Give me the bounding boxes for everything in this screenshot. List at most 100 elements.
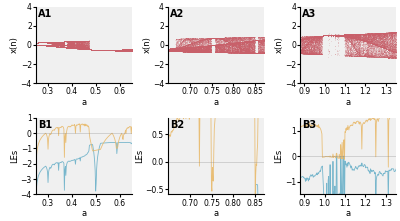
Point (323, 34, 330, 37)
Point (122, 48, 128, 51)
Point (303, 42, 310, 45)
Point (104, 48, 111, 52)
Point (192, 46, 198, 49)
Point (54, 41, 61, 45)
Point (390, 52, 397, 55)
Point (120, 48, 126, 51)
Point (100, 48, 106, 52)
Point (391, 31, 397, 34)
Point (59, 43, 66, 46)
Point (249, 40, 256, 44)
Point (222, 45, 229, 49)
Point (116, 49, 123, 52)
Point (321, 34, 328, 37)
Point (125, 49, 132, 52)
Point (311, 38, 317, 42)
Point (226, 48, 232, 52)
Point (57, 42, 64, 45)
Point (177, 48, 183, 52)
Point (243, 46, 250, 50)
Point (34, 43, 40, 47)
Point (182, 46, 189, 49)
Point (339, 33, 346, 37)
Point (189, 45, 195, 49)
Point (259, 40, 266, 44)
Point (206, 50, 212, 54)
Point (244, 48, 250, 52)
Point (242, 37, 248, 41)
Point (249, 49, 255, 53)
Point (307, 37, 313, 40)
Point (315, 38, 322, 42)
Point (340, 34, 346, 38)
Point (191, 46, 198, 50)
Point (318, 37, 324, 40)
Point (88, 48, 94, 51)
Point (328, 34, 334, 37)
Point (122, 48, 128, 52)
Point (349, 35, 356, 38)
Point (304, 36, 310, 40)
Point (322, 34, 328, 37)
Point (98, 48, 104, 52)
Point (40, 44, 46, 47)
Point (223, 42, 229, 46)
Point (253, 38, 259, 42)
Point (260, 41, 266, 44)
Point (120, 49, 126, 52)
Point (116, 49, 122, 52)
Point (190, 36, 196, 40)
Point (128, 50, 134, 53)
Point (387, 48, 394, 52)
Point (342, 38, 349, 42)
Point (196, 50, 203, 54)
Point (95, 48, 102, 52)
Point (73, 39, 80, 43)
Point (174, 37, 180, 41)
Point (389, 56, 395, 59)
Point (198, 49, 204, 52)
Point (245, 51, 251, 55)
Point (302, 52, 308, 55)
Point (237, 51, 244, 54)
Point (224, 42, 231, 45)
Point (171, 47, 178, 51)
Point (238, 50, 245, 54)
Point (368, 54, 374, 58)
Point (200, 50, 206, 53)
Point (309, 51, 316, 54)
Point (250, 51, 256, 55)
Point (112, 49, 118, 52)
Point (38, 41, 45, 44)
Point (362, 33, 368, 36)
Point (67, 41, 74, 44)
Point (313, 38, 320, 41)
Point (117, 48, 123, 51)
Point (249, 40, 255, 43)
Point (166, 48, 173, 52)
Point (59, 40, 66, 44)
Point (62, 40, 68, 43)
Point (81, 47, 87, 51)
Point (178, 48, 184, 51)
Point (304, 47, 310, 51)
Point (218, 46, 224, 49)
Point (210, 43, 216, 47)
Point (37, 41, 44, 44)
Point (253, 51, 260, 55)
Point (328, 33, 334, 37)
Point (72, 43, 78, 47)
Point (258, 51, 264, 55)
Point (245, 47, 251, 50)
Point (320, 34, 326, 37)
Point (182, 47, 189, 50)
Point (196, 38, 203, 42)
Point (203, 46, 210, 50)
Point (204, 37, 210, 40)
Point (326, 33, 332, 37)
Point (69, 42, 75, 46)
Point (110, 49, 117, 52)
Point (242, 42, 249, 46)
Point (200, 44, 206, 48)
Point (50, 40, 57, 44)
